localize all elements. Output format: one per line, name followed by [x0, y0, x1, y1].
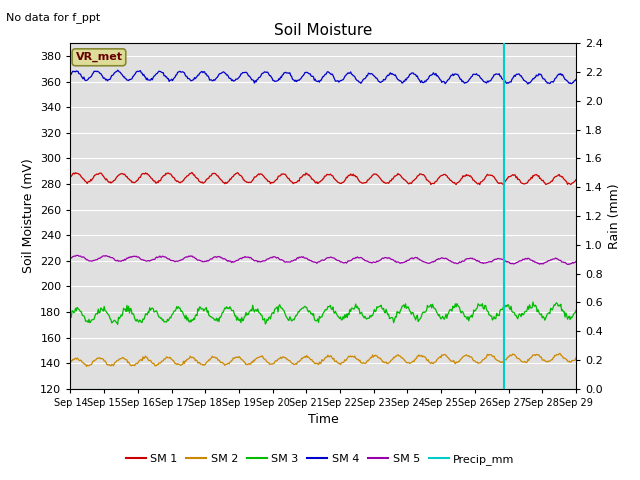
X-axis label: Time: Time: [308, 413, 339, 426]
Y-axis label: Soil Moisture (mV): Soil Moisture (mV): [22, 158, 35, 274]
Text: No data for f_ppt: No data for f_ppt: [6, 12, 100, 23]
Legend: SM 1, SM 2, SM 3, SM 4, SM 5, Precip_mm: SM 1, SM 2, SM 3, SM 4, SM 5, Precip_mm: [121, 450, 519, 469]
Title: Soil Moisture: Soil Moisture: [274, 23, 372, 38]
Y-axis label: Rain (mm): Rain (mm): [609, 183, 621, 249]
Text: VR_met: VR_met: [76, 52, 122, 62]
